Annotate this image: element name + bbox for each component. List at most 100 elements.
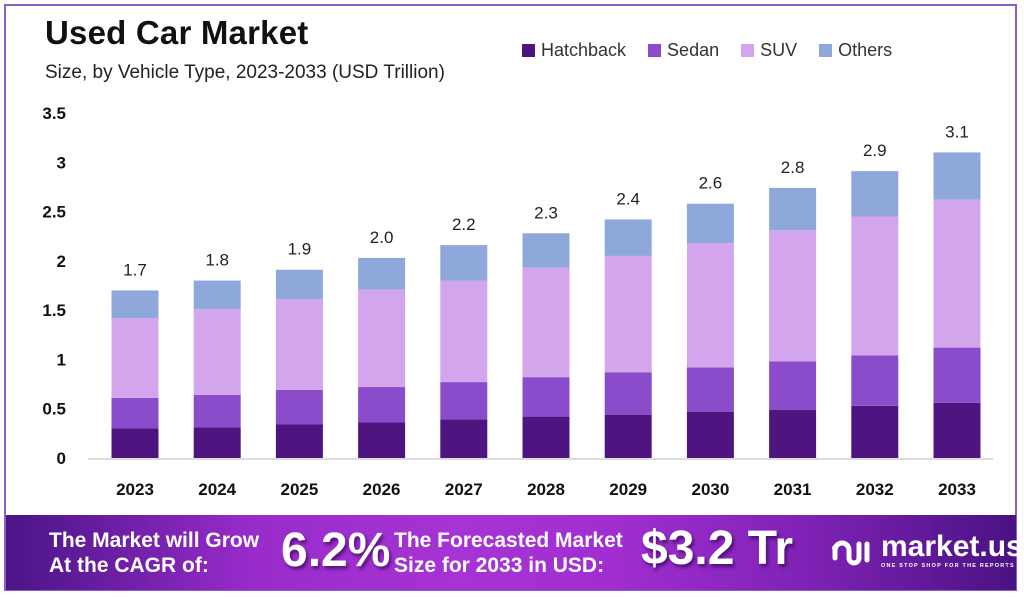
bar-segment-sedan (686, 367, 734, 412)
logo-mark-icon (832, 540, 870, 566)
bar-segment-suv (851, 216, 899, 356)
cagr-caption-line1: The Market will Grow (49, 529, 260, 552)
chart-title: Used Car Market (45, 14, 309, 51)
bar-segment-others (522, 233, 570, 268)
legend-label: SUV (760, 40, 798, 60)
legend-swatch-others (819, 44, 833, 57)
bar-total-label: 1.7 (123, 260, 147, 279)
cagr-caption: The Market will Grow At the CAGR of: (49, 528, 259, 578)
y-tick-label: 3.5 (42, 104, 66, 123)
legend-item-suv: SUV (741, 40, 797, 61)
y-tick-label: 2.5 (42, 203, 66, 222)
bar-segment-suv (522, 267, 570, 378)
chart-frame (4, 4, 1017, 591)
x-tick-label: 2033 (938, 480, 976, 499)
bar-segment-hatchback (358, 422, 406, 458)
bar-segment-sedan (604, 372, 652, 415)
bar-total-label: 2.6 (699, 174, 723, 193)
legend-item-hatchback: Hatchback (522, 40, 626, 61)
bar-segment-sedan (851, 355, 899, 406)
x-tick-label: 2028 (527, 480, 565, 499)
logo-tagline: ONE STOP SHOP FOR THE REPORTS (881, 563, 1015, 569)
bar-segment-others (358, 257, 406, 290)
x-tick-label: 2023 (116, 480, 154, 499)
bar-total-label: 1.8 (205, 251, 229, 270)
bar-segment-suv (686, 243, 734, 368)
bar-segment-suv (440, 280, 488, 383)
x-tick-label: 2027 (445, 480, 483, 499)
forecast-caption-line2: Size for 2033 in USD: (394, 554, 605, 577)
bar-segment-others (440, 245, 488, 281)
forecast-caption: The Forecasted Market Size for 2033 in U… (394, 528, 623, 578)
bar-segment-hatchback (193, 427, 241, 458)
bar-total-label: 2.0 (370, 228, 394, 247)
bar-segment-others (193, 280, 241, 310)
forecast-value: $3.2 Tr (641, 522, 794, 575)
x-tick-label: 2025 (280, 480, 318, 499)
legend-swatch-suv (741, 44, 755, 57)
bar-segment-hatchback (933, 402, 981, 458)
stacked-bar-chart: 0 0.5 1 1.5 2 2.5 3 3.5 1.7 2023 1.8 2024 1.9 2025 2.0… (42, 104, 993, 499)
y-tick-label: 0.5 (42, 400, 66, 419)
legend-label: Others (838, 40, 893, 60)
legend-item-others: Others (819, 40, 892, 61)
x-tick-label: 2030 (691, 480, 729, 499)
bar-total-label: 2.4 (616, 189, 640, 208)
bar-segment-others (111, 290, 159, 319)
bar-segment-others (275, 269, 323, 300)
x-tick-label: 2032 (856, 480, 894, 499)
y-tick-label: 2 (57, 252, 66, 271)
bar-total-label: 2.8 (781, 158, 805, 177)
bar-total-label: 2.3 (534, 203, 558, 222)
bar-segment-hatchback (440, 419, 488, 458)
bar-segment-suv (111, 318, 159, 398)
bar-segment-others (686, 203, 734, 244)
bar-segment-hatchback (769, 409, 817, 458)
logo-name: market.us (881, 530, 1023, 563)
y-tick-label: 1.5 (42, 301, 66, 320)
y-tick-label: 3 (57, 153, 66, 172)
bar-segment-suv (275, 299, 323, 390)
x-tick-label: 2026 (363, 480, 401, 499)
bar-total-label: 1.9 (288, 240, 312, 259)
bar-segment-suv (358, 289, 406, 388)
bar-segment-sedan (522, 377, 570, 417)
bar-total-label: 2.9 (863, 141, 887, 160)
bar-segment-sedan (111, 397, 159, 429)
bar-segment-hatchback (275, 424, 323, 458)
bar-total-label: 3.1 (945, 122, 969, 141)
bar-segment-hatchback (522, 416, 570, 458)
legend: Hatchback Sedan SUV Others (522, 40, 892, 61)
legend-swatch-sedan (648, 44, 662, 57)
x-tick-label: 2029 (609, 480, 647, 499)
bar-segment-others (933, 152, 981, 200)
legend-label: Hatchback (541, 40, 627, 60)
bar-segment-sedan (358, 387, 406, 423)
bar-segment-others (769, 187, 817, 231)
bar-total-label: 2.2 (452, 215, 476, 234)
market-us-logo: market.us ONE STOP SHOP FOR THE REPORTS (831, 530, 1023, 569)
bar-segment-hatchback (604, 414, 652, 458)
bar-segment-sedan (440, 382, 488, 420)
cagr-caption-line2: At the CAGR of: (49, 554, 209, 577)
y-tick-label: 0 (57, 449, 66, 468)
bar-segment-hatchback (111, 428, 159, 458)
bar-segment-suv (604, 255, 652, 373)
forecast-caption-line1: The Forecasted Market (394, 529, 623, 552)
bar-segment-others (604, 219, 652, 256)
bar-segment-suv (193, 309, 241, 395)
bar-segment-sedan (275, 389, 323, 425)
bar-segment-sedan (933, 347, 981, 403)
legend-swatch-hatchback (522, 44, 535, 57)
x-tick-label: 2031 (774, 480, 812, 499)
bar-segment-hatchback (686, 411, 734, 458)
x-tick-label: 2024 (198, 480, 236, 499)
y-tick-label: 1 (57, 350, 66, 369)
bar-segment-hatchback (851, 405, 899, 458)
chart-subtitle: Size, by Vehicle Type, 2023-2033 (USD Tr… (45, 62, 445, 83)
legend-item-sedan: Sedan (648, 40, 719, 61)
legend-label: Sedan (667, 40, 720, 60)
bar-segment-sedan (769, 361, 817, 410)
cagr-value: 6.2% (281, 524, 391, 577)
bar-segment-suv (769, 230, 817, 362)
